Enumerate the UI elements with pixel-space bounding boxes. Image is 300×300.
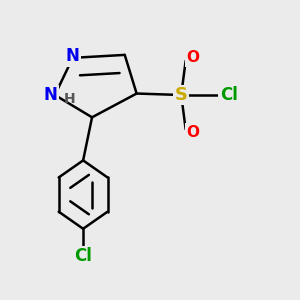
Text: O: O (187, 125, 200, 140)
Text: S: S (175, 86, 188, 104)
Text: N: N (66, 47, 80, 65)
Text: Cl: Cl (74, 248, 92, 266)
Text: H: H (63, 92, 75, 106)
Text: O: O (187, 50, 200, 65)
Text: N: N (44, 86, 57, 104)
Text: Cl: Cl (220, 86, 238, 104)
